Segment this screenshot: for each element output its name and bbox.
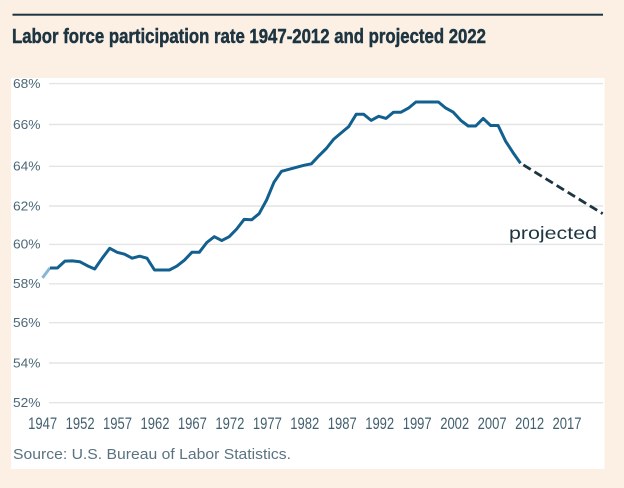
svg-text:1972: 1972: [215, 415, 244, 433]
svg-text:2007: 2007: [478, 415, 507, 433]
svg-text:68%: 68%: [13, 76, 41, 91]
svg-text:60%: 60%: [13, 237, 41, 252]
svg-text:1962: 1962: [141, 415, 170, 433]
svg-text:54%: 54%: [13, 355, 41, 370]
svg-text:1992: 1992: [365, 415, 394, 433]
svg-text:1987: 1987: [328, 415, 357, 433]
svg-text:projected: projected: [509, 223, 597, 243]
svg-text:56%: 56%: [13, 315, 41, 330]
svg-text:58%: 58%: [13, 276, 41, 291]
svg-text:1997: 1997: [403, 415, 432, 433]
svg-text:2012: 2012: [515, 415, 544, 433]
svg-text:66%: 66%: [13, 117, 41, 132]
svg-text:2017: 2017: [553, 415, 582, 433]
svg-text:2002: 2002: [440, 415, 469, 433]
svg-text:1967: 1967: [178, 415, 207, 433]
svg-text:64%: 64%: [13, 159, 41, 174]
svg-text:1947: 1947: [28, 415, 57, 433]
svg-text:62%: 62%: [13, 198, 41, 213]
svg-text:52%: 52%: [13, 395, 41, 410]
svg-text:1957: 1957: [103, 415, 132, 433]
svg-text:Source: U.S. Bureau of Labor S: Source: U.S. Bureau of Labor Statistics.: [13, 447, 291, 463]
svg-text:1982: 1982: [290, 415, 319, 433]
svg-text:1952: 1952: [66, 415, 95, 433]
svg-text:Labor force participation rate: Labor force participation rate 1947-2012…: [12, 25, 486, 48]
svg-text:1977: 1977: [253, 415, 282, 433]
